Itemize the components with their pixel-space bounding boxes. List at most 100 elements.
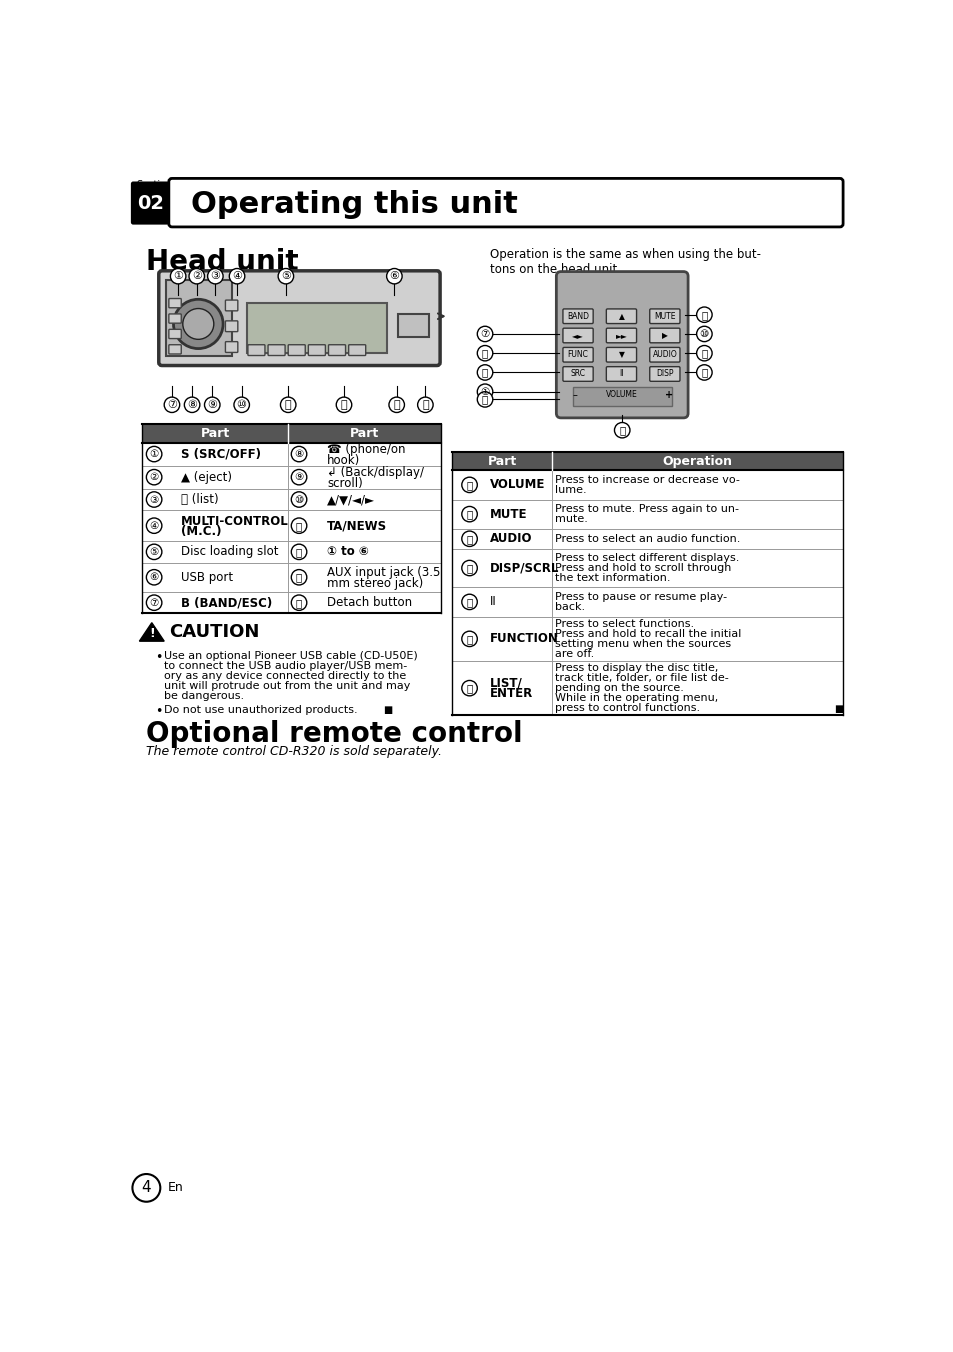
- Text: press to control functions.: press to control functions.: [555, 703, 700, 713]
- Text: Section: Section: [136, 180, 172, 191]
- Circle shape: [614, 422, 629, 438]
- Text: ④: ④: [232, 272, 242, 281]
- Circle shape: [386, 269, 402, 284]
- Text: ■: ■: [833, 704, 842, 714]
- Circle shape: [461, 531, 476, 546]
- Text: ⌕ (list): ⌕ (list): [181, 493, 218, 506]
- Text: Press and hold to scroll through: Press and hold to scroll through: [555, 562, 730, 573]
- Circle shape: [229, 269, 245, 284]
- Text: ⑩: ⑩: [294, 495, 303, 504]
- Circle shape: [278, 269, 294, 284]
- Text: ③: ③: [210, 272, 220, 281]
- Text: track title, folder, or file list de-: track title, folder, or file list de-: [555, 673, 728, 683]
- Text: ⑰: ⑰: [700, 349, 707, 358]
- Circle shape: [291, 518, 307, 534]
- Text: (M.C.): (M.C.): [181, 526, 221, 538]
- Circle shape: [696, 307, 711, 322]
- Text: Press to select different displays.: Press to select different displays.: [555, 553, 739, 562]
- Text: ⑬: ⑬: [393, 400, 399, 410]
- Circle shape: [696, 326, 711, 342]
- FancyBboxPatch shape: [562, 347, 593, 362]
- Circle shape: [146, 569, 162, 585]
- Text: setting menu when the sources: setting menu when the sources: [555, 639, 730, 649]
- Text: Press and hold to recall the initial: Press and hold to recall the initial: [555, 629, 740, 639]
- Text: pending on the source.: pending on the source.: [555, 683, 683, 694]
- Text: SRC: SRC: [570, 369, 585, 379]
- Circle shape: [233, 397, 249, 412]
- Text: En: En: [167, 1182, 183, 1194]
- FancyBboxPatch shape: [562, 308, 593, 323]
- Circle shape: [291, 569, 307, 585]
- Circle shape: [461, 507, 476, 522]
- Circle shape: [476, 326, 493, 342]
- Circle shape: [208, 269, 223, 284]
- Text: are off.: are off.: [555, 649, 594, 658]
- Text: The remote control CD-R320 is sold separately.: The remote control CD-R320 is sold separ…: [146, 745, 442, 758]
- Text: mute.: mute.: [555, 514, 587, 525]
- Circle shape: [417, 397, 433, 412]
- FancyBboxPatch shape: [649, 366, 679, 381]
- Text: ㉑: ㉑: [466, 683, 472, 694]
- Text: DISP: DISP: [656, 369, 673, 379]
- Bar: [572, 387, 671, 406]
- Text: ⑭: ⑭: [421, 400, 428, 410]
- Text: ①: ①: [172, 272, 183, 281]
- Text: ⑨: ⑨: [294, 472, 303, 483]
- Circle shape: [476, 384, 493, 399]
- Circle shape: [291, 544, 307, 560]
- Text: ☎ (phone/on: ☎ (phone/on: [327, 443, 405, 456]
- Circle shape: [146, 595, 162, 610]
- Text: USB port: USB port: [181, 571, 233, 584]
- Text: DISP/SCRL: DISP/SCRL: [489, 561, 558, 575]
- Polygon shape: [139, 623, 164, 641]
- Text: lume.: lume.: [555, 485, 586, 495]
- Text: +: +: [665, 389, 673, 400]
- Text: Use an optional Pioneer USB cable (CD-U50E): Use an optional Pioneer USB cable (CD-U5…: [164, 652, 417, 661]
- Text: CAUTION: CAUTION: [169, 623, 259, 641]
- Text: ⑫: ⑫: [295, 546, 302, 557]
- Text: ▲: ▲: [618, 312, 623, 320]
- Text: ⑱: ⑱: [466, 562, 472, 573]
- Text: Head unit: Head unit: [146, 249, 298, 276]
- FancyBboxPatch shape: [225, 342, 237, 353]
- Circle shape: [146, 518, 162, 534]
- Circle shape: [132, 1174, 160, 1202]
- Text: ⑰: ⑰: [466, 534, 472, 544]
- Text: ⑪: ⑪: [285, 400, 292, 410]
- Text: ▶: ▶: [661, 331, 667, 339]
- Circle shape: [291, 469, 307, 485]
- Circle shape: [146, 446, 162, 462]
- Text: B (BAND/ESC): B (BAND/ESC): [181, 596, 273, 610]
- Text: TA/NEWS: TA/NEWS: [327, 519, 387, 533]
- Text: ▲ (eject): ▲ (eject): [181, 470, 232, 484]
- FancyBboxPatch shape: [562, 329, 593, 343]
- Text: back.: back.: [555, 602, 584, 612]
- Circle shape: [146, 469, 162, 485]
- Text: ⑦: ⑦: [167, 400, 176, 410]
- FancyBboxPatch shape: [158, 270, 439, 365]
- Text: ⑥: ⑥: [389, 272, 399, 281]
- Circle shape: [476, 392, 493, 407]
- Circle shape: [461, 560, 476, 576]
- FancyBboxPatch shape: [131, 181, 170, 224]
- FancyBboxPatch shape: [169, 178, 842, 227]
- Text: ⑫: ⑫: [340, 400, 347, 410]
- Circle shape: [476, 346, 493, 361]
- Text: ⑨: ⑨: [207, 400, 217, 410]
- Text: Operating this unit: Operating this unit: [191, 191, 517, 219]
- Text: Press to mute. Press again to un-: Press to mute. Press again to un-: [555, 504, 738, 514]
- Bar: [142, 425, 440, 442]
- Text: the text information.: the text information.: [555, 573, 670, 583]
- Text: ①: ①: [480, 387, 489, 396]
- Text: ②: ②: [150, 472, 158, 483]
- FancyBboxPatch shape: [606, 308, 636, 323]
- Text: ⑲: ⑲: [466, 598, 472, 607]
- Text: II: II: [489, 595, 496, 608]
- Text: ■: ■: [382, 706, 392, 715]
- Text: ory as any device connected directly to the: ory as any device connected directly to …: [164, 671, 406, 681]
- Text: ⑳: ⑳: [466, 634, 472, 644]
- Text: •: •: [154, 652, 162, 664]
- Circle shape: [189, 269, 204, 284]
- FancyBboxPatch shape: [606, 347, 636, 362]
- Circle shape: [184, 397, 199, 412]
